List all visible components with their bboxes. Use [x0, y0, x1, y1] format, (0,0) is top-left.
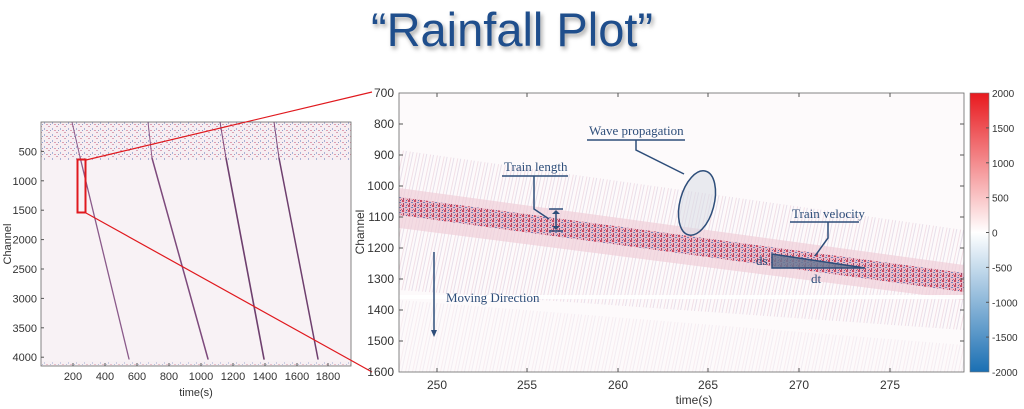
wave-propagation-ellipse: [677, 170, 717, 236]
overview-y-tick: 4000: [13, 352, 37, 364]
wave-propagation-label: Wave propagation: [589, 123, 684, 138]
overview-y-tick: 1000: [13, 176, 37, 188]
detail-x-tick: 250: [427, 378, 447, 392]
overview-y-tick: 2000: [13, 235, 37, 247]
overview-x-tick: 1600: [285, 371, 309, 383]
detail-y-tick: 1600: [367, 365, 394, 379]
colorbar-tick: -500: [992, 263, 1012, 274]
down-arrow-icon: [431, 330, 437, 337]
detail-y-tick: 700: [374, 86, 394, 100]
detail-y-tick: 1200: [367, 241, 394, 255]
overview-x-tick: 400: [96, 371, 114, 383]
detail-x-tick: 260: [608, 378, 628, 392]
annotation-train-length: Train length: [502, 159, 568, 232]
detail-y-tick: 1400: [367, 303, 394, 317]
colorbar-tick: 2000: [992, 89, 1015, 100]
overview-y-label: Channel: [2, 224, 14, 265]
colorbar: 2000 1500 1000 500 0 -500 -1000 -1500 -2…: [969, 89, 1018, 379]
detail-x-tick: 265: [698, 378, 718, 392]
overview-x-tick: 1800: [316, 371, 340, 383]
overview-axes-frame: [40, 121, 352, 367]
detail-y-axis: 700 800 900 1000 1100 1200 1300 1400 150…: [353, 86, 964, 379]
detail-y-tick: 1000: [367, 179, 394, 193]
colorbar-tick: 500: [992, 194, 1009, 205]
colorbar-tick: 0: [992, 229, 998, 240]
colorbar-tick: -1500: [992, 333, 1018, 344]
overview-y-tick: 2500: [13, 264, 37, 276]
zoom-region-box: [76, 158, 87, 214]
overview-plot: 500 1000 1500 2000 2500 3000 3500 4000 C…: [2, 121, 352, 399]
zoom-connector-lines: [85, 91, 373, 373]
moving-direction-label: Moving Direction: [446, 290, 540, 305]
detail-y-tick: 1100: [368, 210, 394, 224]
overview-noise-band: [41, 122, 351, 160]
annotation-train-velocity: Train velocity ds dt: [756, 206, 865, 286]
ds-label: ds: [756, 253, 768, 268]
overview-y-tick: 500: [19, 146, 37, 158]
velocity-triangle: [771, 253, 866, 269]
overview-x-label: time(s): [179, 387, 213, 399]
overview-x-tick: 1000: [189, 371, 213, 383]
annotation-moving-direction: Moving Direction: [431, 252, 540, 337]
detail-plot: 700 800 900 1000 1100 1200 1300 1400 150…: [353, 86, 965, 407]
detail-y-tick: 1300: [367, 272, 394, 286]
train-velocity-label: Train velocity: [792, 206, 865, 221]
detail-y-tick: 1500: [367, 334, 394, 348]
overview-x-tick: 1200: [221, 371, 245, 383]
colorbar-tick: 1500: [992, 124, 1015, 135]
overview-y-tick: 1500: [13, 205, 37, 217]
overview-x-tick: 1400: [253, 371, 277, 383]
slide-title: “Rainfall Plot”: [370, 3, 654, 56]
detail-x-tick: 270: [789, 378, 809, 392]
annotation-wave-propagation: Wave propagation: [587, 123, 717, 236]
overview-y-tick: 3000: [13, 293, 37, 305]
overview-y-axis: 500 1000 1500 2000 2500 3000 3500 4000 C…: [2, 146, 44, 364]
colorbar-tick: -1000: [992, 298, 1018, 309]
detail-x-axis: 250 255 260 265 270 275 time(s): [427, 93, 900, 407]
overview-x-tick: 600: [128, 371, 146, 383]
detail-y-tick: 800: [374, 117, 394, 131]
detail-y-label: Channel: [353, 210, 367, 255]
overview-x-tick: 800: [160, 371, 178, 383]
dt-label: dt: [811, 271, 822, 286]
overview-x-axis: 200 400 600 800 1000 1200 1400 1600 1800…: [64, 363, 340, 399]
colorbar-tick: 1000: [992, 159, 1015, 170]
detail-x-label: time(s): [676, 393, 713, 407]
detail-x-tick: 275: [880, 378, 900, 392]
detail-y-tick: 900: [374, 148, 394, 162]
train-length-label: Train length: [504, 159, 568, 174]
colorbar-tick: -2000: [992, 368, 1018, 379]
detail-axes-frame: [398, 92, 965, 373]
overview-y-tick: 3500: [13, 323, 37, 335]
detail-x-tick: 255: [517, 378, 537, 392]
overview-x-tick: 200: [64, 371, 82, 383]
overview-train-traces: [71, 122, 319, 360]
overview-plot-area: [41, 122, 351, 366]
